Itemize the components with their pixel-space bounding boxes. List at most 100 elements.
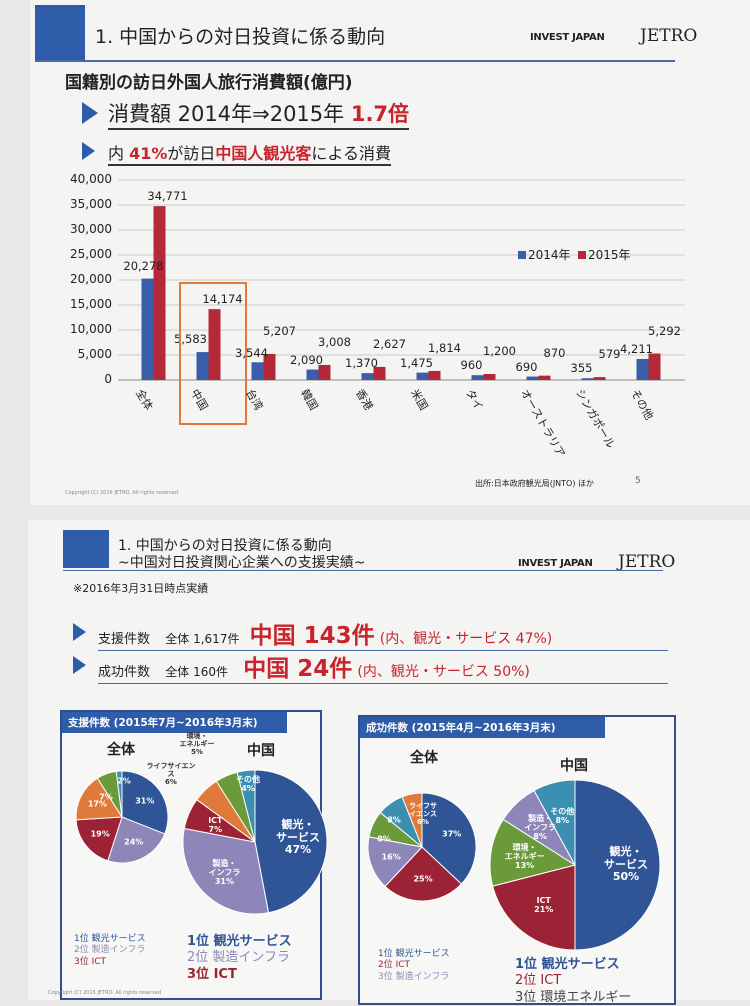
rank-2: 2位 ICT — [515, 973, 562, 989]
success-panel-title: 成功件数 (2015年4月~2016年3月末) — [360, 717, 605, 738]
bar-2015年-韓国 — [318, 364, 331, 380]
support-total: 全体 1,617件 — [165, 632, 240, 646]
success-count-row: 成功件数 全体 160件 中国 24件 (内、観光・サービス 50%) — [98, 649, 668, 684]
data-label: 5,583 — [174, 332, 207, 347]
china-ranking: 1位 観光サービス 2位 ICT 3位 環境エネルギー — [515, 957, 631, 1006]
support-china: 中国 143件 — [249, 623, 375, 649]
bar-2015年-香港 — [373, 366, 386, 380]
bar-2015年-オーストラリア — [538, 375, 551, 380]
share-percent: 41% — [129, 144, 168, 163]
bar-2014年-香港 — [361, 373, 374, 380]
bar-2014年-全体 — [141, 278, 154, 380]
data-label: 355 — [570, 361, 593, 376]
slide2-title: 1. 中国からの対日投資に係る動向 ~中国対日投資関心企業への支援実績~ — [118, 538, 365, 572]
y-tick-label: 0 — [104, 372, 112, 386]
rank-2: 2位 製造インフラ — [74, 945, 146, 956]
data-label: 3,544 — [235, 346, 268, 361]
y-tick-label: 5,000 — [77, 347, 112, 361]
success-detail: (内、観光・サービス 50%) — [357, 664, 530, 680]
y-tick-label: 30,000 — [70, 222, 112, 236]
overall-ranking: 1位 観光サービス 2位 製造インフラ 3位 ICT — [74, 934, 146, 968]
slide1-title: 1. 中国からの対日投資に係る動向 — [95, 26, 386, 48]
bar-2015年-米国 — [428, 370, 441, 380]
data-label: 3,008 — [318, 334, 351, 349]
y-tick-label: 35,000 — [70, 197, 112, 211]
data-label: 20,278 — [123, 258, 164, 273]
slide-1: 1. 中国からの対日投資に係る動向 INVEST JAPAN JETRO 国籍別… — [30, 0, 750, 505]
as-of-note: ※2016年3月31日時点実績 — [73, 582, 209, 595]
copyright: Copyright (C) 2016 JETRO. All rights res… — [65, 490, 179, 496]
rank-2: 2位 製造インフラ — [187, 950, 291, 966]
jetro-logo: JETRO — [618, 552, 676, 572]
success-panel: 成功件数 (2015年4月~2016年3月末) 全体 中国 1位 観光サービス … — [358, 715, 676, 1005]
bullet-arrow-icon — [82, 142, 95, 160]
invest-japan-logo: INVEST JAPAN — [530, 32, 605, 43]
header-rule — [63, 570, 663, 571]
y-tick-label: 15,000 — [70, 297, 112, 311]
data-label: 690 — [515, 359, 538, 374]
overall-label: 全体 — [107, 742, 135, 758]
legend-swatch — [578, 251, 586, 259]
legend-item: 2015年 — [578, 246, 631, 263]
slide2-title-line2: ~中国対日投資関心企業への支援実績~ — [118, 554, 366, 571]
legend-item: 2014年 — [518, 246, 571, 263]
bar-2015年-台湾 — [263, 353, 276, 380]
data-label: 2,090 — [290, 352, 323, 367]
success-total: 全体 160件 — [165, 665, 229, 679]
bar-2014年-その他 — [636, 358, 649, 380]
bullet-consumption: 消費額 2014年⇒2015年 1.7倍 — [108, 98, 410, 130]
text: による消費 — [311, 144, 391, 163]
data-label: 960 — [460, 358, 483, 373]
support-count-row: 支援件数 全体 1,617件 中国 143件 (内、観光・サービス 47%) — [98, 616, 668, 651]
china-label: 中国 — [560, 758, 588, 774]
data-label: 1,814 — [428, 340, 461, 355]
y-tick-label: 10,000 — [70, 322, 112, 336]
data-label: 14,174 — [202, 292, 243, 307]
page-number: 5 — [635, 476, 641, 486]
legend-label: 2015年 — [588, 248, 631, 262]
y-tick-label: 25,000 — [70, 247, 112, 261]
data-label: 1,370 — [345, 356, 378, 371]
chart-heading: 国籍別の訪日外国人旅行消費額(億円) — [65, 73, 353, 93]
china-label: 中国 — [247, 743, 275, 759]
highlight-box — [178, 282, 247, 425]
bar-2014年-オーストラリア — [526, 376, 539, 380]
header-rule — [35, 60, 675, 62]
bar-2015年-中国 — [208, 309, 221, 380]
data-label: 4,211 — [620, 341, 653, 356]
bar-2014年-タイ — [471, 375, 484, 380]
text: が訪日 — [167, 144, 216, 163]
support-detail: (内、観光・サービス 47%) — [379, 631, 553, 647]
y-tick-label: 40,000 — [70, 172, 112, 186]
support-panel: 支援件数 (2015年7月~2016年3月末) 全体 中国 1位 観光サービス … — [60, 710, 322, 1000]
text: 内 — [108, 144, 130, 163]
jetro-logo: JETRO — [640, 26, 698, 46]
rank-3: 3位 製造インフラ — [378, 971, 450, 982]
bar-2015年-その他 — [648, 353, 661, 380]
growth-multiplier: 1.7倍 — [350, 102, 410, 126]
success-china: 中国 24件 — [243, 656, 353, 682]
bullet-arrow-icon — [82, 102, 98, 124]
slide-2: 1. 中国からの対日投資に係る動向 ~中国対日投資関心企業への支援実績~ INV… — [28, 520, 750, 1005]
rank-1: 1位 観光サービス — [74, 934, 146, 944]
data-label: 5,207 — [263, 323, 296, 338]
bullet-arrow-icon — [73, 656, 86, 674]
bar-2014年-中国 — [196, 352, 209, 380]
bar-chart: 0 5,000 10,000 15,000 20,000 25,000 30,000 35,0… — [30, 0, 750, 505]
bar-2014年-台湾 — [251, 362, 264, 380]
data-label: 1,475 — [400, 355, 433, 370]
data-label: 34,771 — [147, 189, 188, 204]
rank-1: 1位 観光サービス — [378, 949, 450, 959]
rank-2: 2位 ICT — [378, 960, 411, 971]
data-label: 5,292 — [648, 323, 681, 338]
support-count-label: 支援件数 — [98, 632, 151, 647]
header-accent — [35, 5, 85, 60]
source-note: 出所:日本政府観光局(JNTO) ほか — [475, 479, 595, 488]
header-accent — [63, 530, 109, 568]
invest-japan-logo: INVEST JAPAN — [518, 558, 593, 569]
success-count-label: 成功件数 — [98, 665, 151, 680]
rank-3: 3位 ICT — [74, 956, 107, 967]
bullet-china-share: 内 41%が訪日中国人観光客による消費 — [108, 140, 391, 166]
bar-2015年-シンガポール — [593, 377, 606, 380]
bar-2014年-米国 — [416, 372, 429, 380]
